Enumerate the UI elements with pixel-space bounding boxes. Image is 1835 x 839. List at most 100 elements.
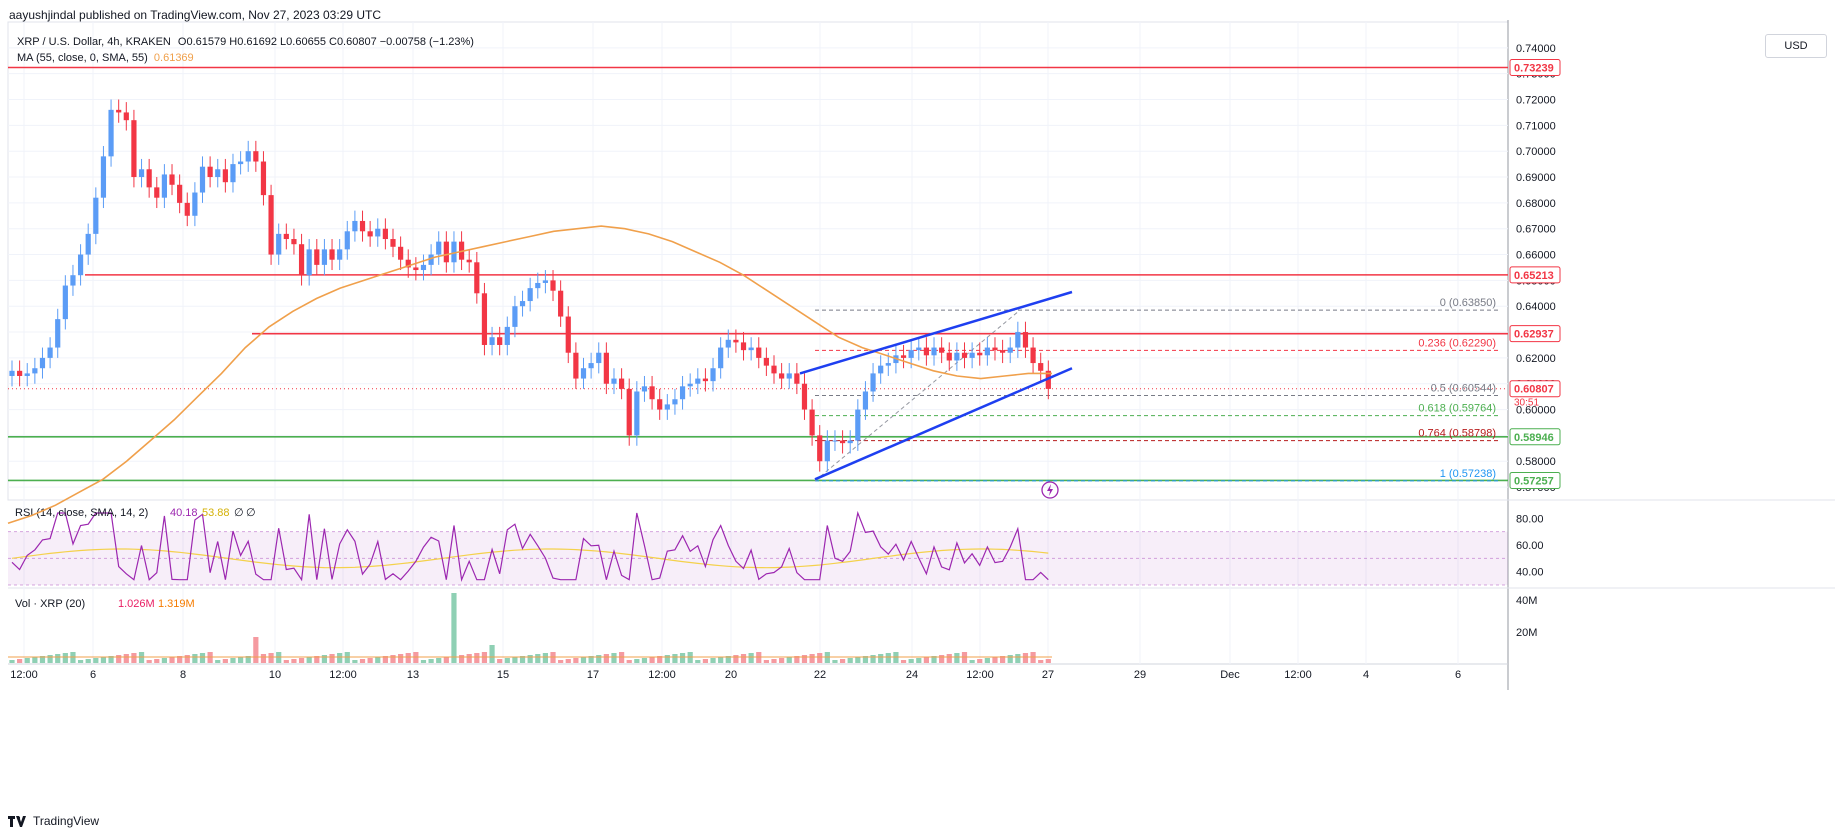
rsi-ma-line bbox=[11, 548, 1049, 569]
candle-body bbox=[847, 440, 853, 444]
price-tick-label: 0.58000 bbox=[1516, 456, 1556, 468]
volume-bar bbox=[398, 654, 404, 663]
volume-bar bbox=[466, 654, 472, 663]
volume-bar bbox=[862, 656, 869, 663]
volume-bar bbox=[169, 657, 175, 663]
candle-body bbox=[535, 282, 541, 289]
candle-body bbox=[291, 239, 297, 245]
channel-upper-line bbox=[799, 290, 1073, 375]
volume-bar bbox=[177, 656, 183, 663]
volume-bar bbox=[954, 653, 960, 663]
volume-ma-value: 1.319M bbox=[158, 598, 195, 610]
volume-bar bbox=[672, 654, 678, 663]
volume-bar bbox=[695, 660, 701, 663]
candle-body bbox=[771, 365, 777, 374]
candle-body bbox=[199, 166, 206, 193]
volume-bar bbox=[1045, 659, 1051, 663]
candle-body bbox=[580, 368, 587, 379]
volume-bar bbox=[359, 659, 366, 663]
volume-bar bbox=[283, 660, 289, 663]
candle-body bbox=[718, 347, 724, 369]
time-tick-label: 13 bbox=[407, 669, 419, 681]
candles bbox=[9, 99, 1051, 472]
candle-body bbox=[93, 197, 99, 234]
volume-bar bbox=[946, 654, 952, 663]
candle-body bbox=[443, 241, 449, 263]
candle-body bbox=[375, 228, 381, 237]
candle-body bbox=[24, 373, 30, 376]
volume-bar bbox=[24, 658, 30, 663]
volume-bar bbox=[375, 657, 381, 663]
time-tick-label: Dec bbox=[1220, 669, 1240, 681]
volume-bar bbox=[321, 655, 328, 663]
volume-bar bbox=[839, 659, 846, 663]
fib-level-label: 0.618 (0.59764) bbox=[1418, 403, 1496, 415]
volume-bar bbox=[253, 637, 259, 663]
candle-body bbox=[1007, 347, 1013, 353]
volume-bar bbox=[779, 658, 785, 663]
volume-bar bbox=[420, 660, 427, 663]
volume-bar bbox=[588, 656, 594, 663]
candle-body bbox=[184, 202, 190, 216]
price-tick-label: 0.69000 bbox=[1516, 172, 1556, 184]
rsi-null-2: ∅ bbox=[246, 507, 256, 519]
candle-body bbox=[283, 233, 289, 240]
candle-body bbox=[641, 386, 648, 392]
volume-title: Vol · XRP (20) bbox=[15, 598, 85, 610]
volume-bar bbox=[428, 659, 434, 663]
price-label-box bbox=[1509, 266, 1561, 284]
volume-bar bbox=[77, 660, 84, 663]
candle-body bbox=[1000, 350, 1006, 353]
volume-bar bbox=[725, 656, 731, 663]
flash-icon bbox=[1041, 481, 1059, 499]
moving-average bbox=[7, 225, 1052, 525]
volume-bar bbox=[908, 659, 914, 663]
candle-body bbox=[725, 339, 731, 348]
candle-body bbox=[573, 352, 579, 379]
candle-body bbox=[634, 391, 640, 436]
candle-body bbox=[839, 440, 846, 444]
time-tick-label: 12:00 bbox=[648, 669, 676, 681]
time-tick-label: 20 bbox=[725, 669, 737, 681]
price-tick-label: 0.62000 bbox=[1516, 353, 1556, 365]
time-tick-label: 12:00 bbox=[10, 669, 38, 681]
volume-bar bbox=[9, 660, 15, 663]
volume-bar bbox=[763, 660, 769, 663]
fib-level-label: 0.236 (0.62290) bbox=[1418, 337, 1496, 349]
candle-body bbox=[177, 184, 183, 203]
volume-bar bbox=[542, 653, 548, 663]
time-tick-label: 6 bbox=[90, 669, 96, 681]
candle-body bbox=[923, 347, 929, 356]
candle-body bbox=[17, 370, 23, 376]
volume-bar bbox=[634, 659, 640, 663]
volume-bar bbox=[100, 657, 107, 663]
candle-body bbox=[222, 169, 228, 183]
candle-body bbox=[474, 262, 480, 294]
time-tick-label: 8 bbox=[180, 669, 186, 681]
candle-body bbox=[954, 352, 960, 361]
volume-bar bbox=[230, 658, 236, 663]
volume-bar bbox=[558, 660, 564, 663]
volume-bar bbox=[786, 657, 792, 663]
volume-bar bbox=[817, 653, 823, 663]
volume-bar bbox=[565, 659, 571, 663]
candle-body bbox=[679, 386, 686, 400]
candle-body bbox=[321, 249, 328, 265]
time-tick-label: 22 bbox=[814, 669, 826, 681]
currency-button[interactable]: USD bbox=[1765, 34, 1827, 58]
candle-body bbox=[550, 280, 556, 291]
volume-bar bbox=[939, 655, 945, 663]
candle-body bbox=[619, 378, 625, 389]
volume-bar bbox=[184, 655, 190, 663]
volume-bar bbox=[916, 658, 922, 663]
time-tick-label: 29 bbox=[1134, 669, 1146, 681]
candle-body bbox=[695, 378, 701, 384]
rsi-null-1: ∅ bbox=[234, 507, 244, 519]
volume-bar bbox=[657, 656, 663, 663]
volume-bar bbox=[17, 659, 23, 663]
price-axis: 0.740000.730000.720000.710000.700000.690… bbox=[1509, 43, 1561, 494]
volume-bar bbox=[931, 656, 937, 663]
price-tick-label: 0.74000 bbox=[1516, 43, 1556, 55]
volume-bar bbox=[718, 657, 724, 663]
